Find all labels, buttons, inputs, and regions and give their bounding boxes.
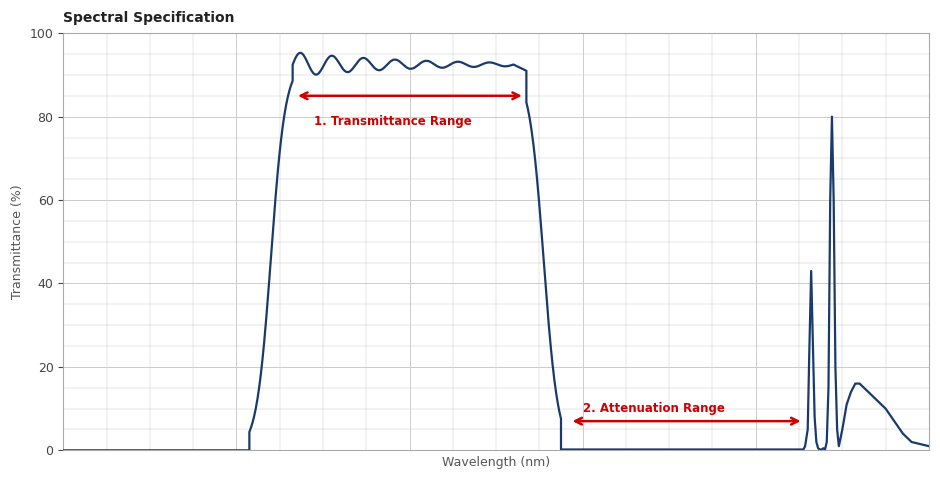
- Text: 2. Attenuation Range: 2. Attenuation Range: [583, 402, 725, 415]
- Text: Spectral Specification: Spectral Specification: [63, 11, 235, 25]
- Text: 1. Transmittance Range: 1. Transmittance Range: [314, 115, 472, 128]
- Y-axis label: Transmittance (%): Transmittance (%): [11, 184, 24, 299]
- X-axis label: Wavelength (nm): Wavelength (nm): [442, 456, 550, 469]
